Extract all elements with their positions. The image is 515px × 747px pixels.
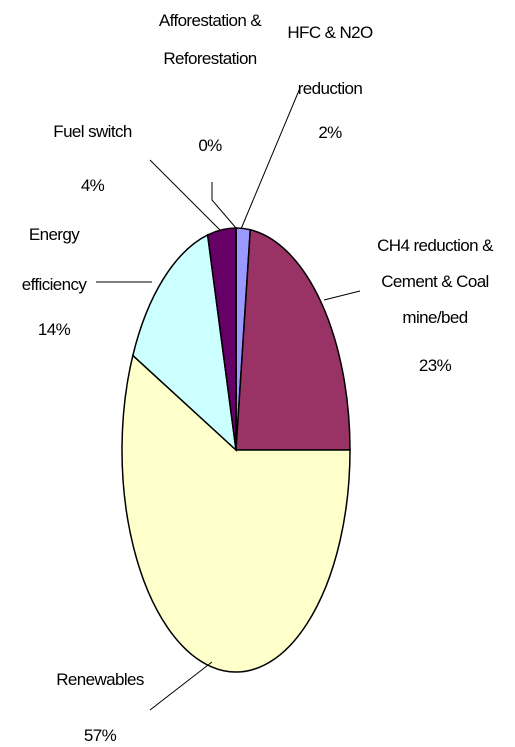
- category-label: CH4 reduction & Cement & Coal mine/bed: [377, 236, 493, 327]
- leader-line: [149, 661, 213, 711]
- category-label: Afforestation & Reforestation: [158, 11, 262, 68]
- pie-slice: [235, 228, 351, 451]
- category-label: Energy efficiency: [21, 225, 87, 294]
- value-label: 2%: [318, 123, 342, 142]
- slice-label: CH4 reduction & Cement & Coal mine/bed: [355, 228, 515, 336]
- slice-label: Energy efficiency: [0, 210, 108, 310]
- leader-line: [323, 290, 361, 301]
- value-label: 4%: [80, 176, 105, 195]
- slice-label: HFC & N2O reduction: [255, 5, 405, 117]
- value-label: 0%: [198, 136, 222, 155]
- pie-slice: [132, 233, 238, 452]
- value-label: 23%: [418, 356, 452, 375]
- pie-slice: [121, 354, 351, 673]
- value-label: 57%: [83, 726, 117, 745]
- slice-label: Afforestation & Reforestation: [130, 2, 290, 78]
- category-label: HFC & N2O reduction: [287, 23, 373, 98]
- leader-line: [149, 159, 221, 231]
- category-label: Fuel switch: [53, 122, 132, 141]
- slice-label: Fuel switch: [30, 112, 155, 152]
- leader-line: [240, 87, 301, 230]
- slice-label: Renewables: [20, 662, 180, 698]
- leader-line: [211, 182, 237, 229]
- value-label: 14%: [37, 320, 71, 339]
- category-label: Renewables: [56, 670, 144, 689]
